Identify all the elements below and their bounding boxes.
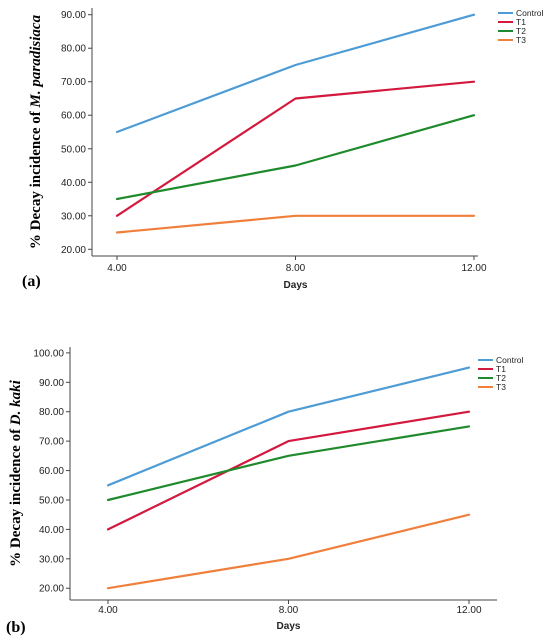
y-axis-title-species: M. paradisiaca [28,14,44,108]
legend-label-t3-a: T3 [516,35,526,45]
x-tick-label-b: 8.00 [279,605,299,616]
line-chart-a: 20.00 30.00 40.00 50.00 60.00 70.00 80.00 90.00… [22,8,544,291]
y-tick-label-b: 60.00 [39,466,64,477]
y-tick-label-a: 20.00 [61,245,86,256]
y-axis-title-prefix: % Decay incidence of [28,107,44,249]
y-axis-title-prefix: % Decay incidence of [8,425,24,567]
line-chart-b: 20.00 30.00 40.00 50.00 60.00 70.00 80.00 90.00… [6,347,524,636]
x-tick-label-a: 4.00 [107,263,127,274]
y-tick-label-a: 80.00 [61,44,86,55]
legend-label-t1-a: T1 [516,17,526,27]
y-tick-label-b: 90.00 [39,378,64,389]
panel-label-b: (b) [6,619,26,636]
y-axis-title-a: % Decay incidence of M. paradisiaca [28,14,44,249]
legend-label-t3-b: T3 [496,382,506,392]
y-tick-label-b: 50.00 [39,495,64,506]
y-tick-label-a: 50.00 [61,144,86,155]
y-tick-label-b: 70.00 [39,437,64,448]
y-tick-label-b: 30.00 [39,554,64,565]
x-tick-label-a: 12.00 [461,263,486,274]
x-axis-title-b: Days [277,621,301,632]
y-tick-label-a: 30.00 [61,211,86,222]
y-axis-title-species: D. kaki [8,379,24,426]
legend-label-t2-a: T2 [516,26,526,36]
y-tick-label-a: 70.00 [61,77,86,88]
y-tick-label-b: 100.00 [33,348,64,359]
y-axis-title-b: % Decay incidence of D. kaki [8,379,24,566]
series-line-t3-b [106,513,471,590]
y-tick-label-a: 90.00 [61,10,86,21]
x-axis-title-a: Days [284,280,308,291]
series-line-t2-a [115,114,476,201]
series-line-t3-a [115,214,476,234]
legend-label-t1-b: T1 [496,364,506,374]
series-line-t1-b [106,410,471,531]
y-tick-label-a: 60.00 [61,111,86,122]
legend-label-control-b: Control [496,355,524,365]
chart-panel-b: 20.00 30.00 40.00 50.00 60.00 70.00 80.00 90.00… [0,330,550,640]
x-tick-label-b: 12.00 [456,605,481,616]
y-tick-label-b: 20.00 [39,584,64,595]
series-line-t2-b [106,425,471,502]
series-line-control-b [106,366,471,487]
y-tick-label-b: 40.00 [39,525,64,536]
y-tick-label-a: 40.00 [61,178,86,189]
panel-label-a: (a) [22,273,41,290]
y-tick-label-b: 80.00 [39,407,64,418]
x-tick-label-a: 8.00 [286,263,306,274]
x-tick-label-b: 4.00 [98,605,118,616]
series-line-control-a [115,13,476,134]
chart-panel-a: 20.00 30.00 40.00 50.00 60.00 70.00 80.00 90.00… [0,0,550,300]
series-line-t1-a [115,80,476,217]
legend-label-t2-b: T2 [496,373,506,383]
legend-label-control-a: Control [516,8,544,18]
